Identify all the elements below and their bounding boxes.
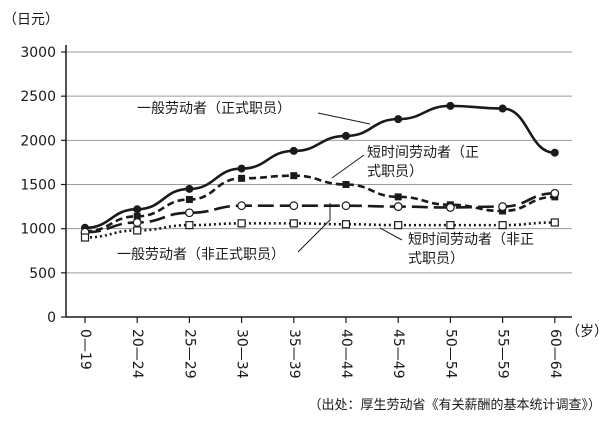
annotation-line: 式职员） [408,251,464,267]
data-point-regular_nonregular-8 [498,202,508,211]
data-point-parttime_nonregular-7 [446,221,455,230]
data-point-regular_nonregular-6 [393,202,403,211]
x-tick-label: 35—39 [286,329,302,379]
data-point-parttime_nonregular-4 [289,219,298,228]
x-tick-label: 55—59 [495,329,511,379]
series-line-regular [84,104,555,230]
data-point-parttime_regular-5 [342,181,350,188]
y-axis-unit-label: （日元） [3,12,59,28]
data-point-parttime_nonregular-8 [498,221,507,230]
annotation-line: 式职员） [367,164,423,180]
data-point-regular_nonregular-9 [550,188,560,198]
leader-line-regular_nonregular [297,203,331,253]
leader-line-parttime_regular [331,154,365,179]
x-tick-label: 50—54 [442,329,458,379]
y-tick-label: 1000 [20,222,56,238]
data-point-parttime_nonregular-0 [80,233,90,242]
data-point-parttime_regular-2 [185,196,193,204]
x-tick-label: 25—29 [181,329,197,379]
data-point-parttime_nonregular-2 [185,221,194,230]
annotation-line: 一般劳动者（正式职员） [137,101,291,117]
axes [65,45,572,318]
annotations: 一般劳动者（正式职员）短时间劳动者（正式职员）一般劳动者（非正式职员）短时间劳动… [117,101,534,267]
data-point-parttime_nonregular-9 [550,218,559,227]
annotation-parttime_nonregular: 短时间劳动者（非正式职员） [408,232,534,267]
data-point-regular_nonregular-4 [289,201,299,211]
data-point-parttime_regular-3 [238,174,246,182]
x-ticks: 0—19 20—24 25—29 30—34 35—39 40—44 45—49 50—54 5… [77,317,563,379]
series-line-parttime_regular [84,174,555,233]
data-point-parttime_regular-4 [290,172,298,180]
data-point-parttime_nonregular-1 [133,226,142,235]
y-tick-label: 0 [47,310,56,326]
data-point-regular-1 [133,205,142,214]
annotation-regular_nonregular: 一般劳动者（非正式职员） [117,247,285,263]
data-point-regular-2 [185,184,194,193]
annotation-line: 短时间劳动者（非正 [408,232,534,248]
data-point-regular-5 [342,131,350,140]
data-point-regular-7 [446,101,455,110]
data-point-regular-8 [498,104,507,113]
x-tick-label: 45—49 [390,329,406,379]
y-tick-label: 3000 [20,45,56,61]
data-point-regular-6 [394,115,403,124]
data-point-regular_nonregular-5 [341,201,351,211]
data-point-parttime_nonregular-5 [341,220,351,229]
y-ticks: 0 500 1000 1500 2000 2500 3000 [20,45,66,326]
data-point-regular-3 [237,164,246,173]
data-point-parttime_regular-8 [499,207,507,215]
annotation-line: 短时间劳动者（正 [367,145,479,161]
y-tick-label: 500 [29,266,56,282]
source-note: （出处：厚生劳动省《有关薪酬的基本统计调查》） [308,397,601,413]
data-point-regular_nonregular-1 [132,218,142,227]
x-tick-label: 60—64 [547,329,563,379]
y-tick-label: 1500 [20,178,56,194]
x-tick-label: 20—24 [129,329,145,379]
data-point-regular_nonregular-7 [446,203,455,212]
data-point-parttime_regular-6 [394,193,402,201]
x-tick-label: 30—34 [234,329,250,379]
data-point-regular_nonregular-2 [184,208,194,218]
annotation-leaders [297,112,403,253]
series-lines [80,101,560,242]
x-tick-label: 0—19 [77,329,93,370]
leader-line-parttime_nonregular [379,227,403,241]
data-point-parttime_nonregular-6 [394,221,403,230]
annotation-line: 一般劳动者（非正式职员） [117,247,285,263]
leader-line-regular [317,112,371,125]
data-point-parttime_nonregular-3 [237,219,246,228]
y-tick-label: 2500 [20,89,56,105]
data-point-parttime_regular-1 [133,212,141,220]
y-tick-label: 2000 [20,133,56,149]
x-tick-label: 40—44 [338,329,354,379]
data-point-regular_nonregular-3 [237,201,247,211]
annotation-regular: 一般劳动者（正式职员） [137,101,291,117]
series-line-parttime_nonregular [84,221,555,239]
data-point-regular-9 [550,148,559,157]
data-point-regular-4 [289,146,298,155]
annotation-parttime_regular: 短时间劳动者（正式职员） [367,145,479,180]
series-line-regular_nonregular [84,192,555,234]
x-axis-unit-label: （岁） [566,324,607,340]
